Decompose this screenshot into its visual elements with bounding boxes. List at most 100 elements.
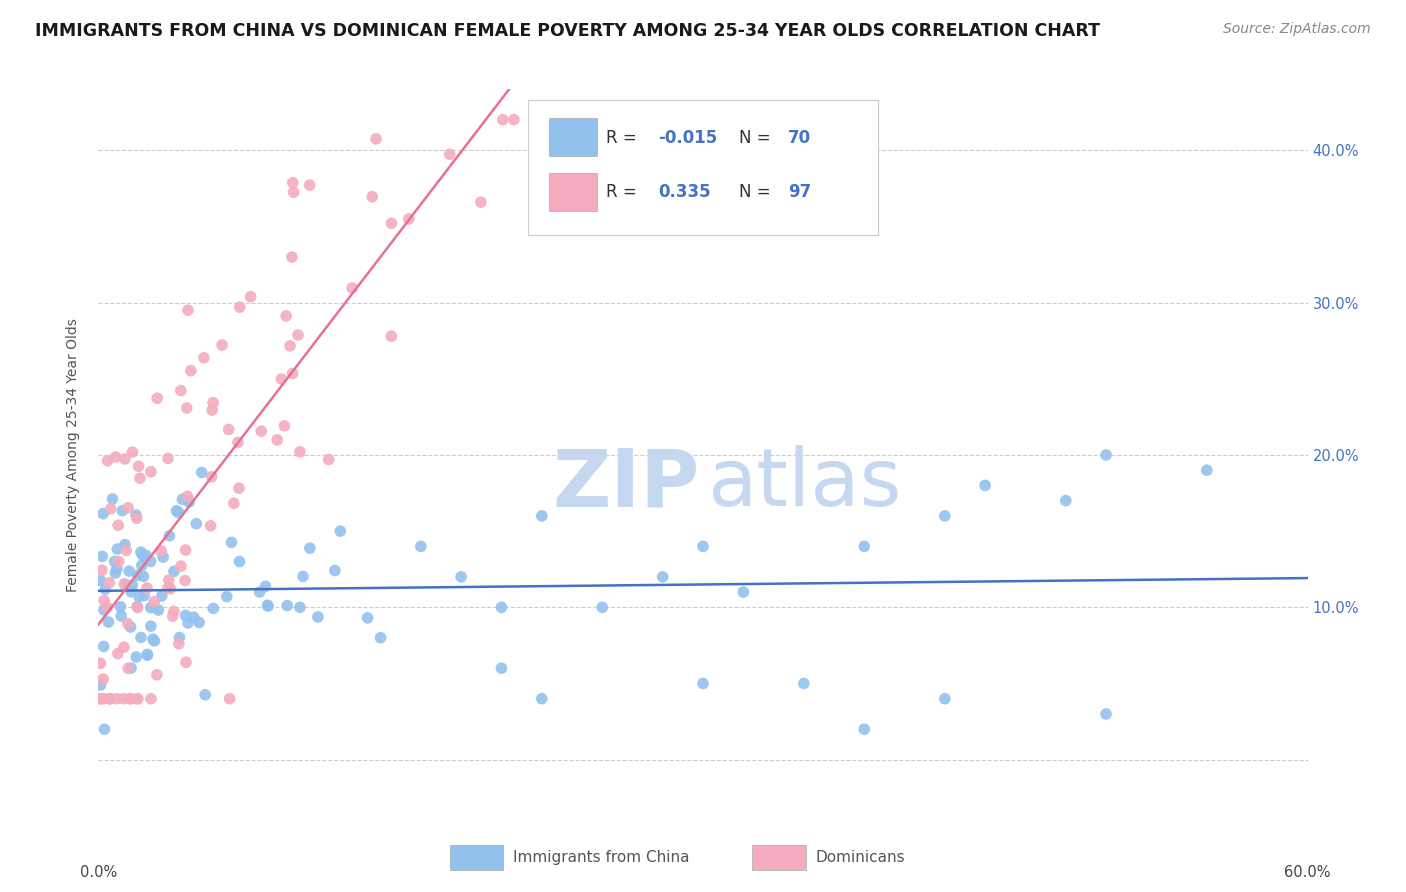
Point: [190, 466, 212, 480]
Point: [134, 589, 156, 603]
Point: [323, 564, 346, 578]
Point: [163, 565, 186, 579]
Point: [136, 648, 159, 662]
Point: [143, 634, 166, 648]
Point: [125, 508, 148, 523]
Point: [146, 391, 169, 405]
Point: [226, 435, 249, 450]
Point: [146, 667, 169, 681]
Point: [111, 504, 134, 518]
Point: [249, 585, 271, 599]
Point: [152, 549, 174, 564]
Point: [250, 424, 273, 438]
Point: [202, 601, 225, 615]
Point: [186, 516, 208, 531]
Point: [162, 609, 184, 624]
Point: [93, 603, 115, 617]
Point: [692, 676, 714, 690]
Point: [125, 691, 148, 706]
Point: [157, 529, 180, 543]
Point: [156, 581, 179, 595]
Point: [215, 590, 238, 604]
Point: [470, 195, 492, 210]
Point: [93, 593, 115, 607]
Point: [221, 535, 243, 549]
Text: IMMIGRANTS FROM CHINA VS DOMINICAN FEMALE POVERTY AMONG 25-34 YEAR OLDS CORRELAT: IMMIGRANTS FROM CHINA VS DOMINICAN FEMAL…: [35, 22, 1099, 40]
Point: [450, 570, 472, 584]
Point: [340, 281, 363, 295]
Text: ZIP: ZIP: [553, 445, 699, 524]
Point: [142, 632, 165, 647]
Point: [150, 589, 173, 603]
Point: [298, 541, 321, 556]
Point: [793, 676, 815, 690]
Point: [114, 577, 136, 591]
Text: -0.015: -0.015: [658, 129, 717, 147]
Point: [169, 631, 191, 645]
Point: [177, 303, 200, 318]
Point: [530, 508, 553, 523]
Point: [270, 372, 292, 386]
Point: [101, 491, 124, 506]
Point: [91, 507, 114, 521]
Point: [188, 615, 211, 630]
Point: [98, 691, 121, 706]
Point: [89, 657, 111, 671]
Point: [159, 582, 181, 596]
Point: [103, 554, 125, 568]
Point: [530, 691, 553, 706]
Point: [281, 176, 304, 190]
Point: [180, 364, 202, 378]
Point: [105, 542, 128, 557]
Point: [97, 615, 120, 629]
Point: [356, 611, 378, 625]
Point: [156, 451, 179, 466]
Point: [174, 574, 197, 588]
Point: [132, 549, 155, 563]
Point: [266, 433, 288, 447]
Point: [110, 609, 132, 624]
Text: 70: 70: [787, 129, 811, 147]
Point: [114, 577, 136, 591]
Point: [114, 538, 136, 552]
Text: 0.0%: 0.0%: [80, 864, 117, 880]
Point: [136, 581, 159, 595]
Point: [276, 599, 298, 613]
Text: 60.0%: 60.0%: [1284, 864, 1331, 880]
Point: [934, 691, 956, 706]
Point: [281, 250, 304, 264]
Point: [605, 112, 627, 127]
Point: [118, 564, 141, 578]
Point: [94, 582, 117, 597]
Point: [104, 450, 127, 464]
Point: [1195, 463, 1218, 477]
FancyBboxPatch shape: [550, 173, 596, 211]
Point: [201, 403, 224, 417]
Text: R =: R =: [606, 183, 643, 201]
Point: [121, 445, 143, 459]
Text: 97: 97: [787, 183, 811, 201]
Point: [974, 478, 997, 492]
Point: [167, 506, 190, 520]
Point: [370, 631, 392, 645]
Point: [163, 604, 186, 618]
Point: [91, 563, 114, 577]
Point: [1095, 706, 1118, 721]
Point: [135, 549, 157, 563]
Point: [165, 504, 187, 518]
Point: [139, 691, 162, 706]
Point: [117, 616, 139, 631]
Point: [239, 290, 262, 304]
Point: [853, 723, 876, 737]
Point: [96, 453, 118, 467]
Point: [105, 691, 128, 706]
Point: [105, 561, 128, 575]
Point: [228, 300, 250, 314]
Text: R =: R =: [606, 129, 643, 147]
Point: [89, 574, 111, 588]
Point: [218, 691, 240, 706]
Point: [91, 672, 114, 686]
Point: [136, 648, 159, 663]
Text: Immigrants from China: Immigrants from China: [513, 850, 690, 864]
Point: [127, 600, 149, 615]
